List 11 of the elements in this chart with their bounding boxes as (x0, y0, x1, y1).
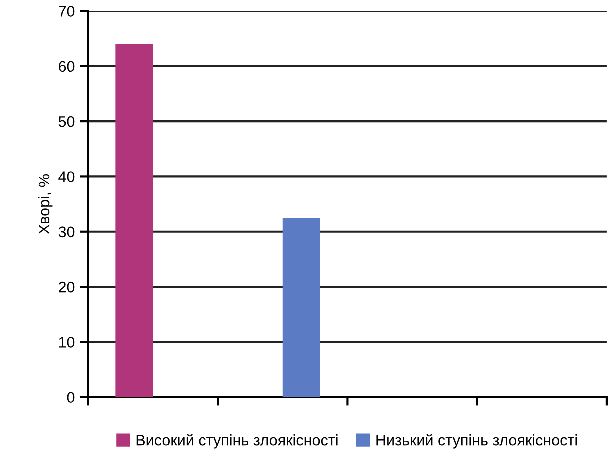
legend-label: Високий ступінь злоякісності (136, 434, 338, 449)
y-tick-label: 40 (58, 172, 75, 182)
y-tick-label: 70 (59, 6, 75, 17)
y-tick-label: 20 (59, 282, 75, 293)
y-tick-label: 30 (58, 226, 75, 238)
y-axis-title: Хворі, % (38, 174, 53, 234)
y-tick-label: 0 (67, 392, 75, 404)
y-tick-label: 10 (59, 337, 75, 348)
y-tick-label: 50 (58, 116, 75, 128)
legend-label: Низький ступінь злоякісності (376, 434, 578, 449)
y-tick-label: 60 (59, 61, 75, 72)
